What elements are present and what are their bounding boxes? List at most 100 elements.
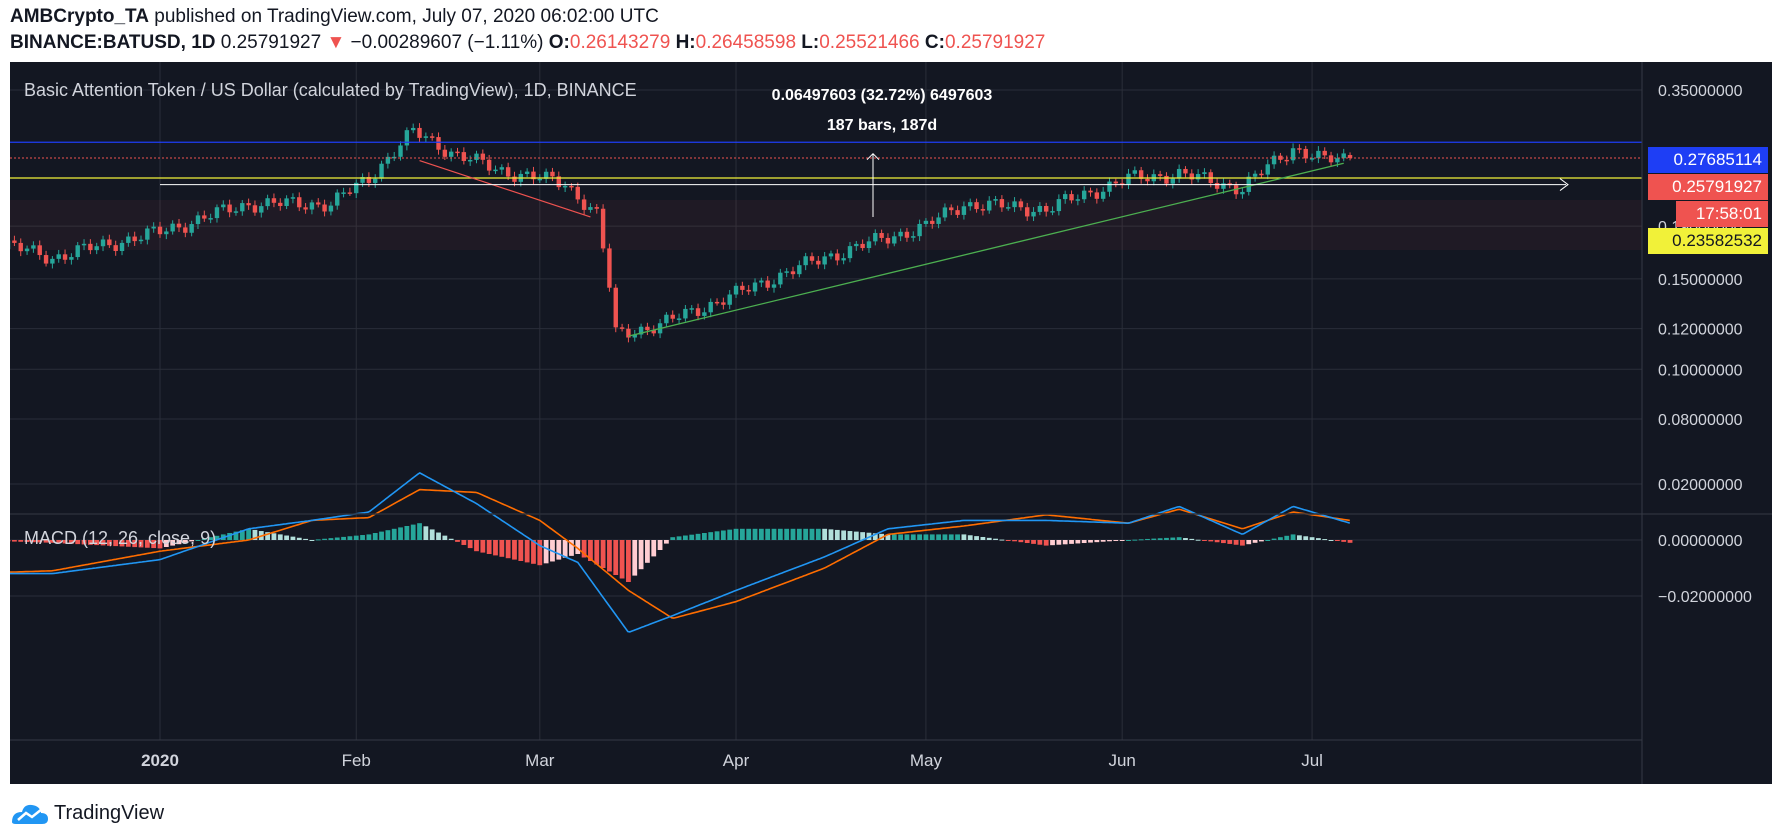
candle-body <box>1176 168 1182 179</box>
candle-body <box>689 308 694 310</box>
candle-body <box>1240 191 1245 195</box>
candle-body <box>600 208 606 249</box>
candle-body <box>436 137 441 150</box>
candle-body <box>765 280 770 288</box>
candle-body <box>423 136 429 138</box>
open-label: O: <box>548 32 570 53</box>
candle-body <box>892 236 897 244</box>
candle-body <box>309 202 315 210</box>
candle-body <box>1145 178 1150 182</box>
macd-histogram-bar <box>790 528 796 540</box>
high-label: H: <box>675 32 696 53</box>
macd-histogram-bar <box>1284 535 1290 540</box>
macd-histogram-bar <box>62 540 68 544</box>
candle-body <box>379 163 384 179</box>
candle-body <box>866 241 872 249</box>
macd-histogram-bar <box>733 528 739 540</box>
macd-histogram-bar <box>569 540 574 556</box>
candle-body <box>486 159 492 171</box>
macd-histogram-bar <box>923 534 929 540</box>
macd-histogram-bar <box>1221 540 1226 544</box>
candle-body <box>1037 205 1043 212</box>
macd-histogram-bar <box>626 540 631 582</box>
macd-histogram-bar <box>170 540 176 546</box>
candle-body <box>145 228 150 240</box>
macd-histogram-bar <box>720 530 726 540</box>
price-change: −0.00289607 (−1.11%) <box>350 32 544 53</box>
chart-canvas[interactable]: 0.350000000.190000000.150000000.12000000… <box>10 62 1772 784</box>
price-tick-label: 0.35000000 <box>1658 83 1743 100</box>
macd-histogram-bar <box>1145 538 1150 540</box>
candle-body <box>1297 148 1302 150</box>
macd-histogram-bar <box>531 540 536 564</box>
candle-body <box>81 243 87 246</box>
publisher-name[interactable]: AMBCrypto_TA <box>10 6 149 27</box>
candle-body <box>183 227 188 233</box>
macd-histogram-bar <box>1056 540 1062 545</box>
macd-histogram-bar <box>917 534 922 540</box>
macd-histogram-bar <box>1278 537 1283 540</box>
macd-histogram-bar <box>182 540 188 543</box>
tradingview-footer[interactable]: TradingView <box>10 800 164 826</box>
candle-body <box>854 243 859 247</box>
macd-histogram-bar <box>353 535 359 540</box>
macd-histogram-bar <box>81 540 87 545</box>
macd-histogram-bar <box>1018 540 1024 543</box>
candle-body <box>594 207 599 209</box>
candle-body <box>341 192 346 194</box>
candle-body <box>69 257 74 260</box>
time-tick-label: Apr <box>723 751 750 770</box>
high-value: 0.26458598 <box>695 32 797 53</box>
macd-histogram-bar <box>1189 538 1195 540</box>
macd-histogram-bar <box>385 530 391 540</box>
macd-histogram-bar <box>594 540 600 565</box>
chart-panel[interactable]: 0.350000000.190000000.150000000.12000000… <box>10 62 1772 784</box>
macd-histogram-bar <box>227 533 233 540</box>
candle-body <box>1278 155 1283 160</box>
macd-histogram-bar <box>347 536 353 540</box>
macd-histogram-bar <box>974 536 979 540</box>
macd-legend[interactable]: MACD (12, 26, close, 9) <box>24 528 217 548</box>
candle-body <box>1252 173 1258 177</box>
time-tick-label: 2020 <box>141 751 179 770</box>
macd-histogram-bar <box>898 534 904 540</box>
macd-histogram-bar <box>493 540 498 556</box>
macd-histogram-bar <box>784 528 790 540</box>
candle-body <box>860 243 865 249</box>
macd-histogram-bar <box>18 540 24 542</box>
macd-histogram-bar <box>366 534 372 540</box>
chart-legend[interactable]: Basic Attention Token / US Dollar (calcu… <box>24 80 637 100</box>
tradingview-logo-icon <box>12 804 48 824</box>
candle-body <box>1265 164 1270 175</box>
candle-body <box>24 248 30 252</box>
candle-body <box>537 178 542 181</box>
macd-histogram-bar <box>284 535 289 540</box>
macd-histogram-bar <box>480 540 486 553</box>
candle-body <box>632 334 637 338</box>
candle-body <box>1094 192 1100 199</box>
macd-histogram-bar <box>360 535 365 540</box>
macd-histogram-bar <box>113 540 119 547</box>
candle-body <box>556 176 561 188</box>
candle-body <box>1202 172 1207 175</box>
macd-histogram-bar <box>1315 538 1321 540</box>
candle-body <box>1081 190 1087 200</box>
macd-histogram-bar <box>708 532 714 540</box>
candle-body <box>56 254 61 259</box>
candle-body <box>1069 194 1074 201</box>
candle-body <box>746 289 751 292</box>
candle-body <box>974 202 979 210</box>
macd-histogram-bar <box>676 536 682 540</box>
candle-body <box>366 176 372 183</box>
macd-histogram-bar <box>980 536 986 540</box>
candle-body <box>1031 211 1036 217</box>
candle-body <box>575 186 580 200</box>
low-value: 0.25521466 <box>819 32 920 53</box>
macd-histogram-bar <box>461 540 467 545</box>
macd-histogram-bar <box>1031 540 1036 544</box>
drawing-overlays <box>10 141 1642 337</box>
price-axis-ticks: 0.350000000.190000000.150000000.12000000… <box>1658 83 1743 429</box>
candle-body <box>828 253 834 257</box>
candle-body <box>202 215 207 219</box>
macd-histogram-bar <box>75 540 81 545</box>
